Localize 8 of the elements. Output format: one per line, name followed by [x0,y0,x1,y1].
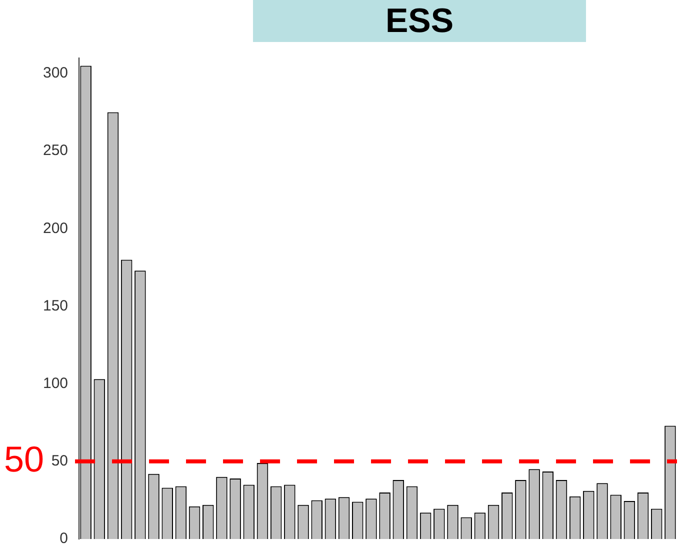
y-tick-label: 0 [60,530,68,548]
y-tick-label: 100 [42,374,68,392]
y-tick-label: 50 [51,452,68,470]
y-tick-label: 150 [42,297,68,314]
y-tick-label: 200 [42,220,68,237]
chart-title: ESS [253,0,586,42]
y-tick-label: 250 [42,142,68,160]
y-tick-label: 300 [42,64,68,82]
